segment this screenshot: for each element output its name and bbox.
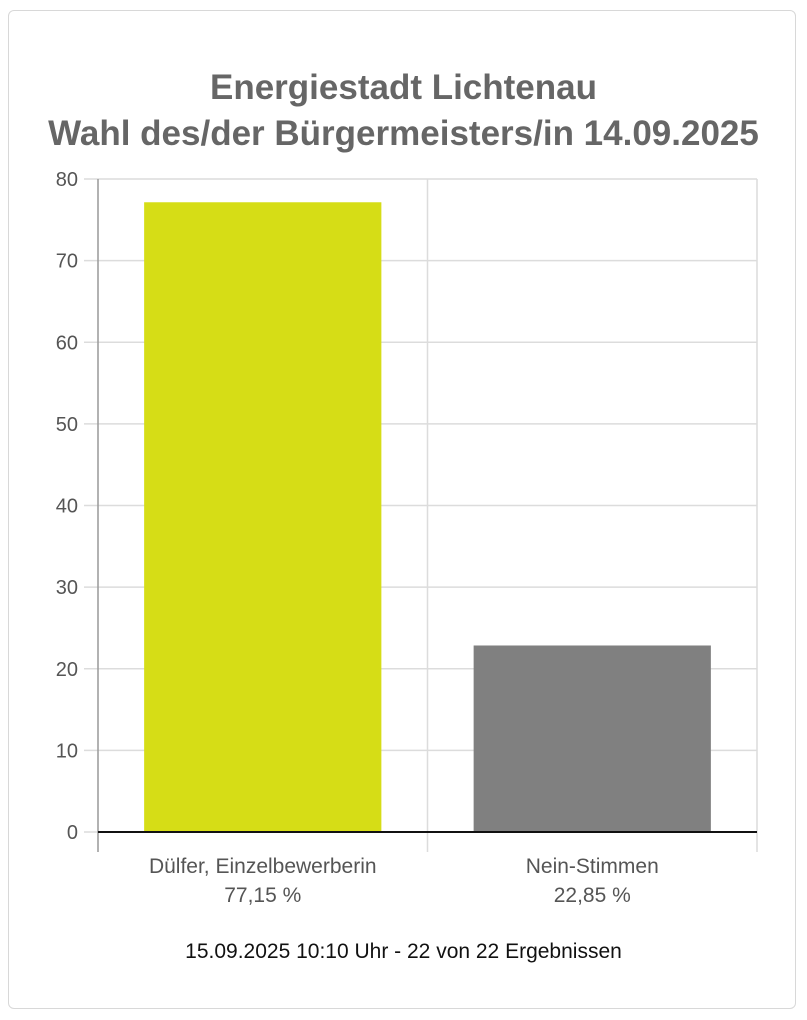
y-tick-label: 50 (56, 414, 78, 436)
chart-card (8, 10, 796, 1009)
y-tick-label: 20 (56, 659, 78, 681)
y-tick-label: 0 (67, 822, 78, 844)
y-tick-label: 10 (56, 740, 78, 762)
y-tick-label: 30 (56, 577, 78, 599)
chart-footer: 15.09.2025 10:10 Uhr - 22 von 22 Ergebni… (185, 940, 622, 963)
x-value-label: 77,15 % (224, 884, 301, 907)
y-tick-label: 60 (56, 332, 78, 354)
bar (473, 645, 711, 832)
x-category-label: Nein-Stimmen (526, 855, 659, 878)
y-tick-label: 70 (56, 251, 78, 273)
y-tick-label: 40 (56, 496, 78, 518)
x-value-label: 22,85 % (554, 884, 631, 907)
bar (144, 202, 382, 832)
x-category-label: Dülfer, Einzelbewerberin (149, 855, 377, 878)
chart-subtitle: Wahl des/der Bürgermeisters/in 14.09.202… (48, 114, 759, 153)
y-tick-label: 80 (56, 169, 78, 191)
chart-title: Energiestadt Lichtenau (209, 68, 598, 107)
